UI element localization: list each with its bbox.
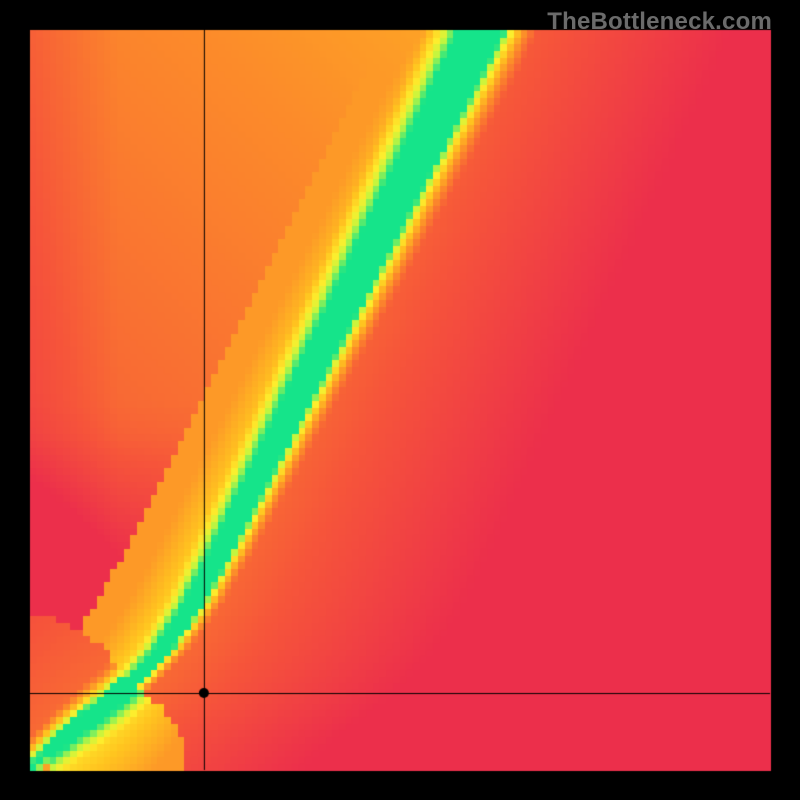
- heatmap-canvas: [0, 0, 800, 800]
- watermark-text: TheBottleneck.com: [547, 8, 772, 36]
